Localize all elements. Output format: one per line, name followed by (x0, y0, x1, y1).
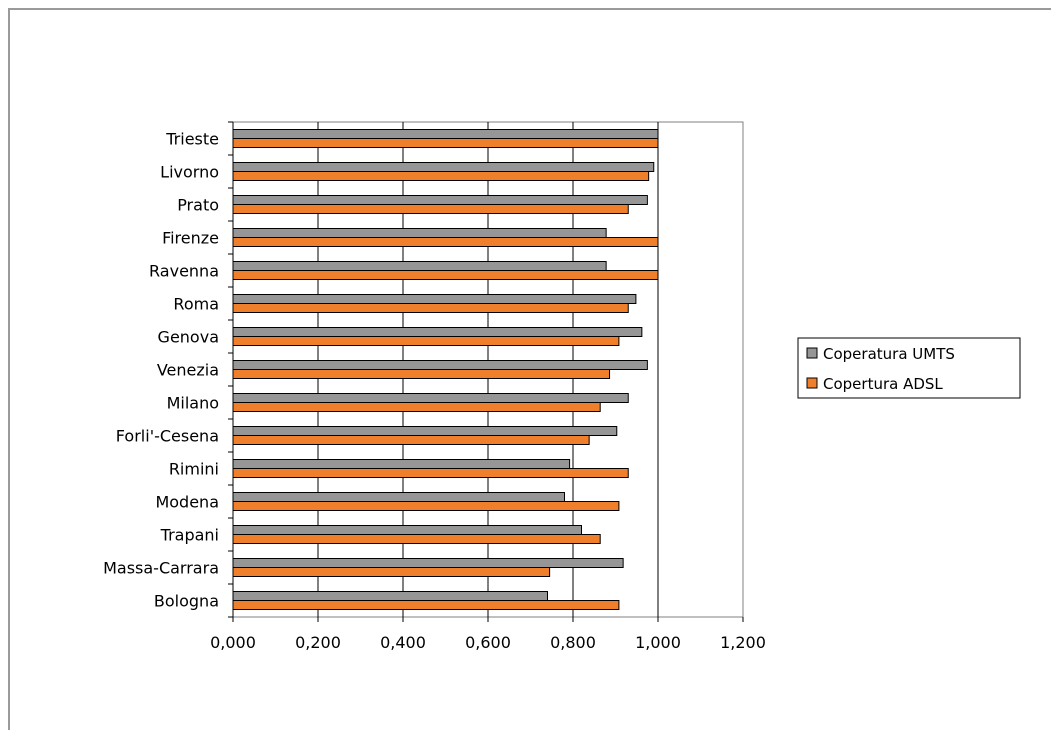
legend-label-umts: Coperatura UMTS (823, 345, 955, 363)
x-tick-label: 0,400 (380, 633, 426, 652)
bar-umts (232, 591, 548, 601)
bar-umts (232, 558, 624, 568)
y-category-label: Ravenna (149, 262, 219, 281)
legend: Coperatura UMTS Copertura ADSL (797, 337, 1021, 399)
bar-adsl (232, 138, 659, 148)
y-category-label: Genova (158, 328, 219, 347)
bar-umts (232, 195, 648, 205)
x-tick-label: 1,200 (720, 633, 766, 652)
bar-adsl (232, 534, 601, 544)
bars (232, 129, 659, 610)
y-category-label: Venezia (157, 361, 219, 380)
y-category-label: Trapani (160, 526, 219, 545)
bar-umts (232, 525, 582, 535)
y-category-label: Massa-Carrara (103, 559, 219, 578)
bar-umts (232, 360, 648, 370)
bar-adsl (232, 600, 620, 610)
legend-label-adsl: Copertura ADSL (823, 375, 943, 393)
bar-adsl (232, 369, 611, 379)
x-tick-label: 0,200 (295, 633, 341, 652)
legend-swatch-adsl (806, 377, 818, 389)
tick-labels: 0,000 0,200 0,400 0,600 0,800 1,000 1,200 Tries… (103, 130, 766, 653)
x-tick-label: 0,600 (465, 633, 511, 652)
bar-adsl (232, 303, 629, 313)
y-category-label: Rimini (169, 460, 219, 479)
bar-umts (232, 426, 618, 436)
y-category-label: Forli'-Cesena (116, 427, 219, 446)
y-category-label: Livorno (160, 163, 219, 182)
y-category-label: Bologna (154, 592, 219, 611)
y-category-label: Modena (155, 493, 219, 512)
bar-umts (232, 327, 643, 337)
bar-adsl (232, 204, 629, 214)
bar-adsl (232, 336, 620, 346)
bar-adsl (232, 270, 659, 280)
x-tick-label: 0,800 (550, 633, 596, 652)
y-category-label: Firenze (162, 229, 219, 248)
y-category-label: Milano (167, 394, 219, 413)
bar-adsl (232, 402, 601, 412)
bar-adsl (232, 501, 620, 511)
bar-adsl (232, 171, 650, 181)
bar-adsl (232, 567, 551, 577)
y-category-label: Prato (177, 196, 219, 215)
x-tick-label: 0,000 (210, 633, 256, 652)
chart-frame (8, 8, 1051, 730)
bar-umts (232, 393, 629, 403)
bar-umts (232, 492, 565, 502)
bar-adsl (232, 435, 590, 445)
bar-umts (232, 162, 655, 172)
y-category-label: Trieste (165, 130, 219, 149)
legend-swatch-umts (806, 347, 818, 359)
bar-umts (232, 129, 659, 139)
bar-umts (232, 228, 607, 238)
legend-box (797, 337, 1021, 399)
y-category-label: Roma (173, 295, 219, 314)
bar-umts (232, 294, 637, 304)
bar-adsl (232, 237, 659, 247)
axes (228, 121, 744, 622)
bar-umts (232, 459, 571, 469)
x-tick-label: 1,000 (635, 633, 681, 652)
bar-umts (232, 261, 607, 271)
bar-adsl (232, 468, 629, 478)
